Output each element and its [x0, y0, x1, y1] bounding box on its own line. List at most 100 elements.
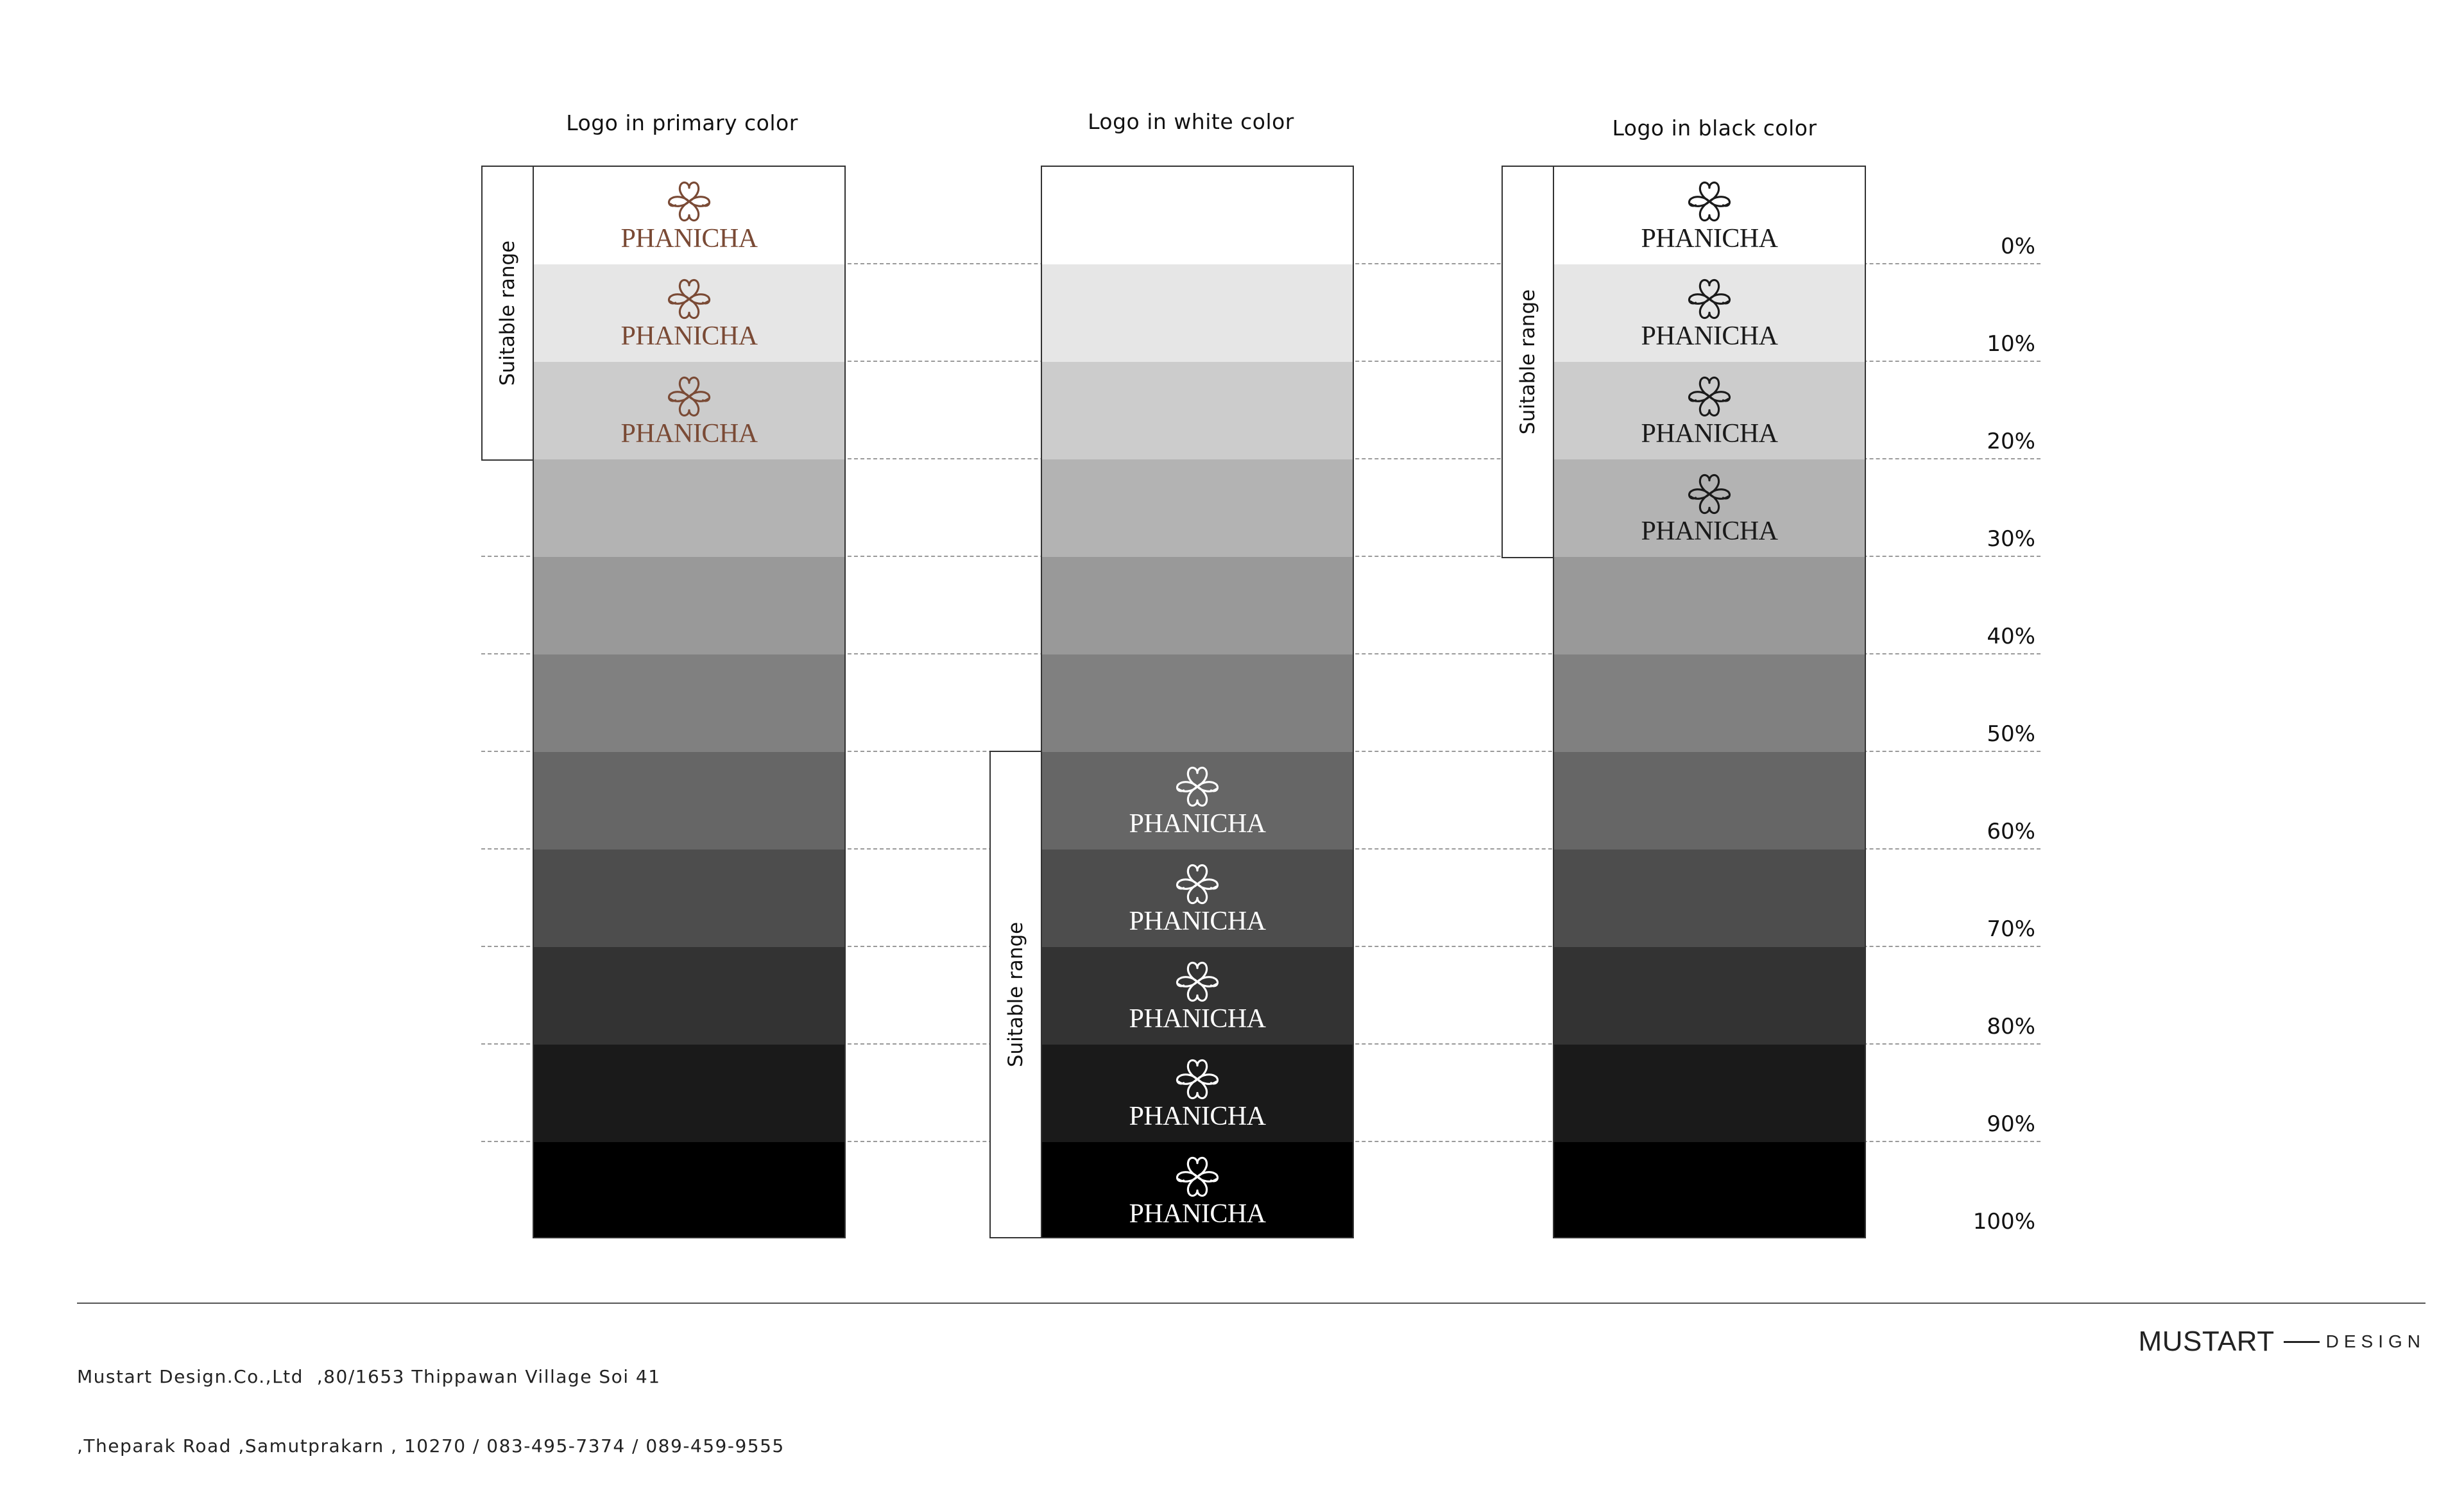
logo-wordmark: PHANICHA: [1129, 907, 1266, 936]
phanicha-logo: PHANICHA: [620, 374, 758, 449]
phanicha-logo: PHANICHA: [620, 277, 758, 351]
tint-band-30%: [1042, 459, 1353, 557]
tint-band-60%: [534, 752, 844, 850]
phanicha-logo: PHANICHA: [1129, 862, 1266, 936]
suitable-range-white: Suitable range: [989, 751, 1042, 1238]
tint-band-10%: PHANICHA: [534, 264, 844, 362]
logo-wordmark: PHANICHA: [1641, 419, 1778, 449]
tint-band-100%: PHANICHA: [1042, 1142, 1353, 1237]
percentage-label: 70%: [1987, 916, 2035, 942]
tint-band-10%: PHANICHA: [1554, 264, 1865, 362]
tint-band-100%: [534, 1142, 844, 1237]
phanicha-logo: PHANICHA: [1641, 179, 1778, 253]
percentage-label: 60%: [1987, 819, 2035, 844]
company-address: Mustart Design.Co.,Ltd ,80/1653 Thippawa…: [77, 1319, 785, 1504]
tint-band-70%: [534, 850, 844, 947]
tint-band-50%: [1042, 654, 1353, 752]
percentage-label: 80%: [1987, 1014, 2035, 1039]
mustart-design-logo: MUSTART DESIGN: [2139, 1326, 2426, 1358]
tint-band-90%: [1554, 1045, 1865, 1142]
logo-wordmark: PHANICHA: [1641, 517, 1778, 546]
phanicha-logo: PHANICHA: [1641, 374, 1778, 449]
tint-band-0%: PHANICHA: [534, 167, 844, 264]
tint-band-30%: PHANICHA: [1554, 459, 1865, 557]
tint-band-20%: PHANICHA: [534, 362, 844, 459]
tint-band-90%: [534, 1045, 844, 1142]
percentage-label: 0%: [2001, 234, 2035, 259]
logo-wordmark: PHANICHA: [1129, 1004, 1266, 1034]
tint-band-60%: PHANICHA: [1042, 752, 1353, 850]
phanicha-logo: PHANICHA: [1129, 1057, 1266, 1131]
phanicha-logo: PHANICHA: [1129, 764, 1266, 839]
phanicha-flower-monogram-icon: [1688, 376, 1731, 417]
tint-band-50%: [1554, 654, 1865, 752]
tint-band-20%: PHANICHA: [1554, 362, 1865, 459]
phanicha-logo: PHANICHA: [1129, 959, 1266, 1034]
logo-wordmark: PHANICHA: [1129, 1199, 1266, 1229]
color-tint-guide-page: Logo in primary color Logo in white colo…: [77, 109, 2426, 1457]
tint-band-70%: PHANICHA: [1042, 850, 1353, 947]
phanicha-flower-monogram-icon: [667, 181, 711, 222]
address-line-1: Mustart Design.Co.,Ltd ,80/1653 Thippawa…: [77, 1366, 661, 1387]
tint-band-100%: [1554, 1142, 1865, 1237]
phanicha-flower-monogram-icon: [1176, 864, 1219, 905]
percentage-label: 20%: [1987, 429, 2035, 454]
phanicha-flower-monogram-icon: [1176, 1156, 1219, 1197]
tint-band-40%: [534, 557, 844, 654]
tint-band-80%: [534, 947, 844, 1045]
tint-column-white: PHANICHA PHANICHA PHANICHA PHANICHA PHANICHA: [1041, 166, 1354, 1238]
footer-divider: [77, 1303, 2426, 1304]
tint-band-80%: PHANICHA: [1042, 947, 1353, 1045]
tint-band-30%: [534, 459, 844, 557]
column-title-black: Logo in black color: [1612, 115, 1817, 141]
phanicha-logo: PHANICHA: [1129, 1154, 1266, 1229]
tint-band-60%: [1554, 752, 1865, 850]
phanicha-flower-monogram-icon: [1176, 1059, 1219, 1100]
tint-column-primary: PHANICHA PHANICHA PHANICHA: [533, 166, 846, 1238]
phanicha-flower-monogram-icon: [1688, 278, 1731, 320]
tint-band-70%: [1554, 850, 1865, 947]
phanicha-flower-monogram-icon: [1688, 181, 1731, 222]
brand-rule: [2283, 1340, 2320, 1343]
tint-band-50%: [534, 654, 844, 752]
percentage-label: 30%: [1987, 526, 2035, 552]
phanicha-flower-monogram-icon: [1176, 766, 1219, 807]
tint-band-0%: PHANICHA: [1554, 167, 1865, 264]
brand-subtitle: DESIGN: [2325, 1331, 2426, 1351]
logo-wordmark: PHANICHA: [1641, 224, 1778, 253]
phanicha-logo: PHANICHA: [620, 179, 758, 253]
column-title-white: Logo in white color: [1088, 109, 1294, 134]
logo-wordmark: PHANICHA: [620, 419, 758, 449]
percentage-label: 90%: [1987, 1111, 2035, 1137]
phanicha-logo: PHANICHA: [1641, 277, 1778, 351]
suitable-range-black: Suitable range: [1502, 166, 1554, 558]
logo-wordmark: PHANICHA: [620, 224, 758, 253]
brand-name: MUSTART: [2138, 1326, 2275, 1357]
address-line-2: ,Theparak Road ,Samutprakarn , 10270 / 0…: [77, 1435, 785, 1457]
suitable-range-label: Suitable range: [1004, 921, 1027, 1068]
percentage-label: 50%: [1987, 721, 2035, 747]
logo-wordmark: PHANICHA: [1129, 1102, 1266, 1131]
phanicha-flower-monogram-icon: [667, 376, 711, 417]
phanicha-logo: PHANICHA: [1641, 472, 1778, 546]
tint-band-0%: [1042, 167, 1353, 264]
tint-band-40%: [1554, 557, 1865, 654]
suitable-range-primary: Suitable range: [481, 166, 534, 461]
percentage-label: 100%: [1972, 1209, 2035, 1235]
phanicha-flower-monogram-icon: [1176, 961, 1219, 1002]
suitable-range-label: Suitable range: [496, 240, 519, 386]
column-title-primary: Logo in primary color: [566, 110, 798, 135]
tint-column-black: PHANICHA PHANICHA PHANICHA PHANICHA: [1553, 166, 1866, 1238]
phanicha-flower-monogram-icon: [667, 278, 711, 320]
logo-wordmark: PHANICHA: [1641, 321, 1778, 351]
tint-band-10%: [1042, 264, 1353, 362]
phanicha-flower-monogram-icon: [1688, 474, 1731, 515]
tint-band-80%: [1554, 947, 1865, 1045]
suitable-range-label: Suitable range: [1516, 289, 1539, 435]
logo-wordmark: PHANICHA: [620, 321, 758, 351]
percentage-label: 40%: [1987, 624, 2035, 649]
percentage-label: 10%: [1987, 331, 2035, 357]
tint-band-40%: [1042, 557, 1353, 654]
tint-band-90%: PHANICHA: [1042, 1045, 1353, 1142]
logo-wordmark: PHANICHA: [1129, 809, 1266, 839]
